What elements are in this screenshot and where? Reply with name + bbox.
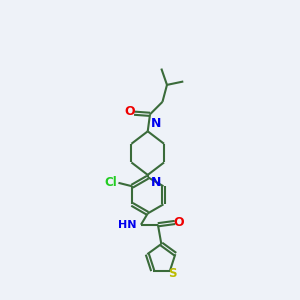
Text: Cl: Cl bbox=[104, 176, 117, 189]
Text: HN: HN bbox=[118, 220, 137, 230]
Text: N: N bbox=[151, 176, 161, 189]
Text: O: O bbox=[174, 216, 184, 229]
Text: S: S bbox=[168, 267, 177, 280]
Text: O: O bbox=[125, 105, 135, 118]
Text: N: N bbox=[151, 116, 161, 130]
